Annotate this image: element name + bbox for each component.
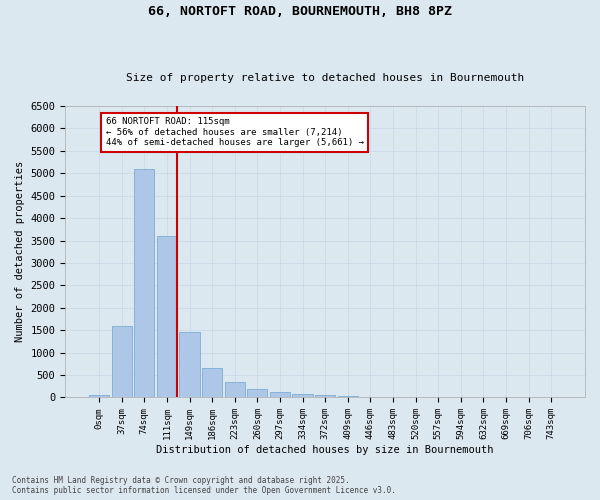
Bar: [224, 382, 245, 398]
Bar: [360, 396, 380, 398]
Text: 66 NORTOFT ROAD: 115sqm
← 56% of detached houses are smaller (7,214)
44% of semi: 66 NORTOFT ROAD: 115sqm ← 56% of detache…: [106, 117, 364, 147]
Bar: [338, 396, 358, 398]
Bar: [247, 388, 268, 398]
Bar: [134, 169, 154, 398]
Text: Contains HM Land Registry data © Crown copyright and database right 2025.
Contai: Contains HM Land Registry data © Crown c…: [12, 476, 396, 495]
Bar: [270, 392, 290, 398]
Bar: [89, 395, 109, 398]
Bar: [157, 236, 177, 398]
Text: 66, NORTOFT ROAD, BOURNEMOUTH, BH8 8PZ: 66, NORTOFT ROAD, BOURNEMOUTH, BH8 8PZ: [148, 5, 452, 18]
Y-axis label: Number of detached properties: Number of detached properties: [15, 161, 25, 342]
Bar: [202, 368, 222, 398]
Title: Size of property relative to detached houses in Bournemouth: Size of property relative to detached ho…: [126, 73, 524, 83]
Bar: [315, 395, 335, 398]
Bar: [179, 332, 200, 398]
Bar: [112, 326, 132, 398]
X-axis label: Distribution of detached houses by size in Bournemouth: Distribution of detached houses by size …: [157, 445, 494, 455]
Bar: [292, 394, 313, 398]
